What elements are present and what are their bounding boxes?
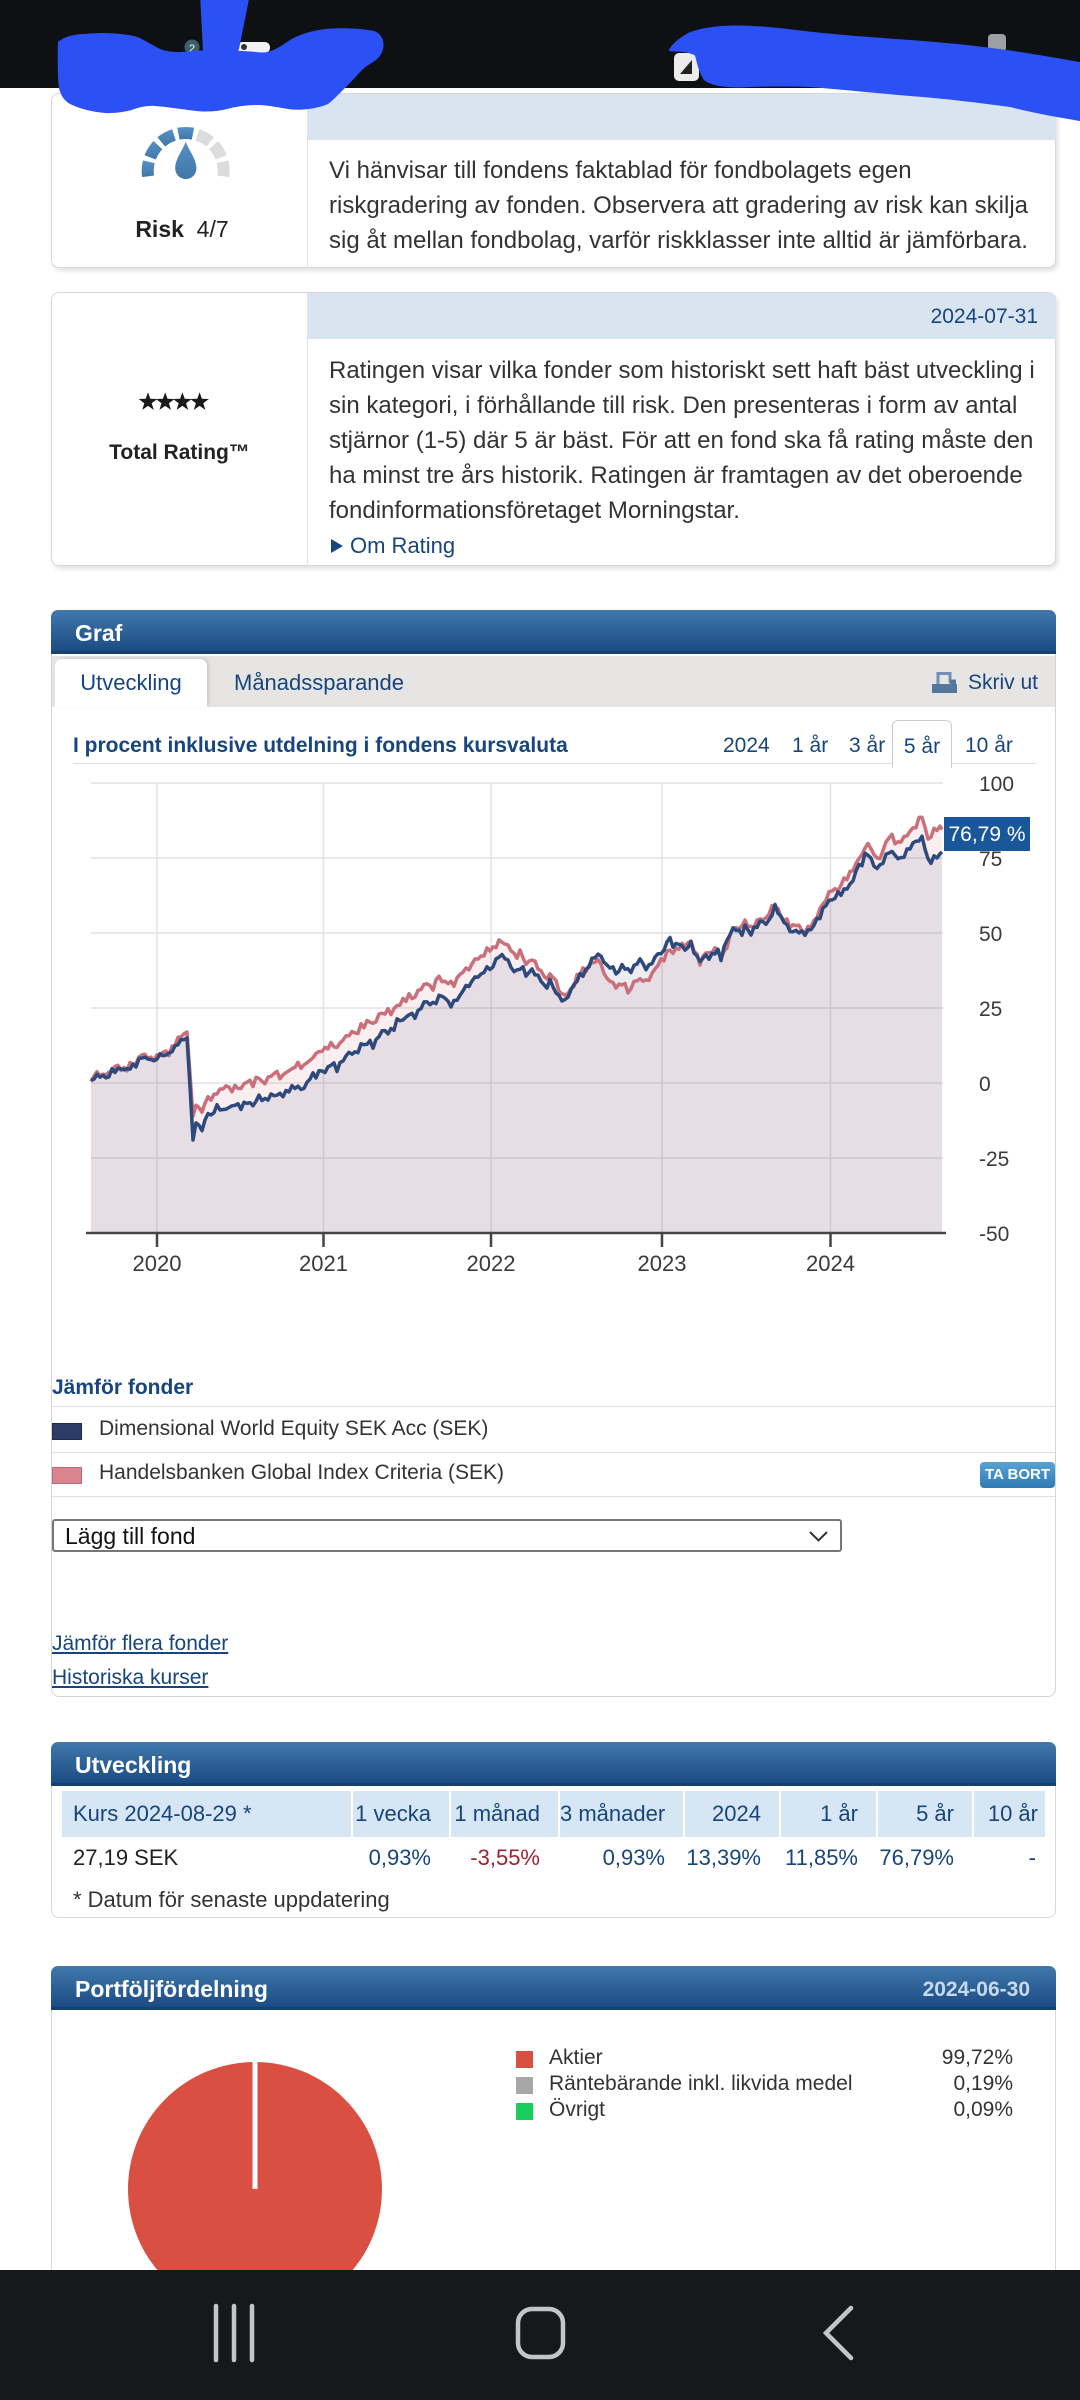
svg-text:2022: 2022: [467, 1251, 516, 1276]
svg-text:2: 2: [189, 43, 195, 55]
svg-text:2024: 2024: [806, 1251, 855, 1276]
svg-text:100: 100: [979, 773, 1014, 796]
svg-text:50: 50: [979, 923, 1002, 946]
svg-text:75: 75: [979, 848, 1002, 871]
svg-text:2020: 2020: [133, 1251, 182, 1276]
svg-text:25: 25: [979, 998, 1002, 1021]
svg-text:-50: -50: [979, 1223, 1009, 1246]
svg-text:76,79 %: 76,79 %: [948, 823, 1025, 846]
svg-text:0: 0: [979, 1073, 991, 1096]
svg-text:-25: -25: [979, 1148, 1009, 1171]
svg-text:2023: 2023: [638, 1251, 687, 1276]
svg-text:2021: 2021: [299, 1251, 348, 1276]
